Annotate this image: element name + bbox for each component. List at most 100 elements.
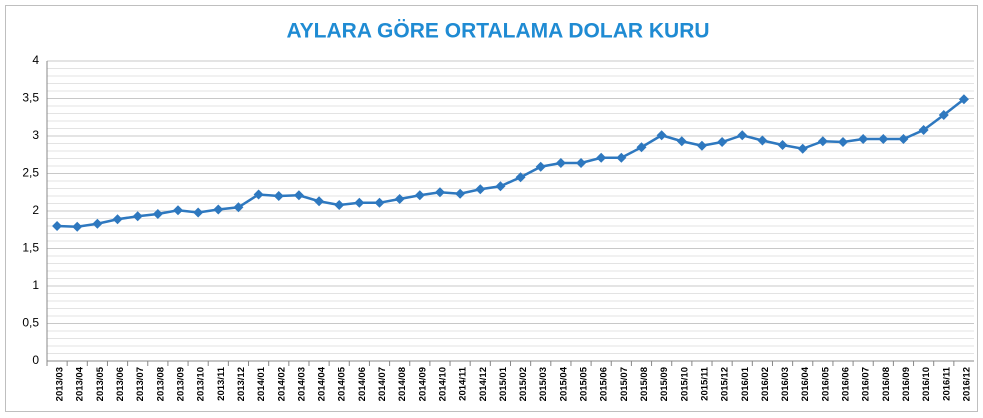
marker xyxy=(314,196,325,207)
marker xyxy=(555,158,566,168)
x-tick-label: 2014/05 xyxy=(337,366,348,401)
x-tick-label: 2014/11 xyxy=(458,366,469,401)
marker xyxy=(838,137,849,147)
x-tick-label: 2015/05 xyxy=(579,366,590,401)
x-tick-label: 2015/06 xyxy=(599,367,610,401)
marker xyxy=(152,209,163,219)
marker xyxy=(455,188,466,199)
x-tick-label: 2015/12 xyxy=(720,367,731,401)
x-tick-label: 2016/01 xyxy=(740,366,751,401)
y-tick-label: 0,5 xyxy=(22,316,39,330)
marker xyxy=(898,134,909,144)
x-tick-label: 2016/05 xyxy=(820,366,831,401)
y-tick-label: 0 xyxy=(32,353,39,367)
marker xyxy=(495,181,506,192)
marker xyxy=(132,211,143,222)
x-tick-label: 2013/03 xyxy=(55,367,66,401)
marker xyxy=(52,221,63,231)
marker xyxy=(354,197,365,208)
y-tick-label: 1 xyxy=(32,278,39,292)
marker xyxy=(293,190,304,201)
marker xyxy=(757,135,768,146)
marker xyxy=(817,136,828,147)
marker xyxy=(334,200,345,210)
x-tick-label: 2014/01 xyxy=(256,366,267,401)
x-tick-label: 2013/05 xyxy=(95,366,106,401)
x-tick-label: 2013/09 xyxy=(176,367,187,401)
x-tick-label: 2015/04 xyxy=(558,366,569,401)
x-tick-label: 2016/11 xyxy=(941,366,952,401)
marker xyxy=(193,207,204,218)
marker xyxy=(374,197,385,208)
x-tick-label: 2016/04 xyxy=(800,366,811,401)
x-tick-label: 2016/09 xyxy=(901,367,912,401)
y-tick-label: 3,5 xyxy=(22,91,39,105)
x-tick-label: 2014/08 xyxy=(397,367,408,401)
marker xyxy=(797,143,808,154)
x-tick-label: 2016/06 xyxy=(841,367,852,401)
x-tick-label: 2016/07 xyxy=(861,367,872,401)
x-tick-label: 2015/01 xyxy=(498,366,509,401)
y-tick-label: 2,5 xyxy=(22,166,39,180)
x-tick-label: 2015/07 xyxy=(619,367,630,401)
marker xyxy=(576,158,587,168)
chart-border xyxy=(5,5,978,412)
chart-title: AYLARA GÖRE ORTALAMA DOLAR KURU xyxy=(286,20,709,43)
x-tick-label: 2014/09 xyxy=(417,367,428,401)
x-tick-label: 2014/12 xyxy=(478,367,489,401)
marker xyxy=(737,130,748,141)
marker xyxy=(92,218,103,229)
marker xyxy=(112,214,123,225)
x-tick-label: 2013/06 xyxy=(115,367,126,401)
marker xyxy=(918,125,929,135)
y-tick-label: 1,5 xyxy=(22,241,39,255)
x-tick-label: 2015/10 xyxy=(679,367,690,401)
marker xyxy=(938,110,949,120)
marker xyxy=(676,136,687,147)
marker xyxy=(434,187,445,198)
x-tick-label: 2014/03 xyxy=(296,367,307,401)
marker xyxy=(858,134,869,144)
marker xyxy=(696,140,707,151)
x-tick-label: 2013/04 xyxy=(75,366,86,401)
y-tick-label: 3 xyxy=(32,128,39,142)
x-tick-label: 2014/07 xyxy=(377,367,388,401)
data-line xyxy=(57,98,965,229)
x-tick-label: 2015/09 xyxy=(659,367,670,401)
x-tick-label: 2016/08 xyxy=(881,367,892,401)
x-tick-label: 2015/11 xyxy=(699,366,710,401)
x-tick-label: 2016/03 xyxy=(780,367,791,401)
marker xyxy=(414,190,425,201)
x-tick-label: 2013/10 xyxy=(196,367,207,401)
marker xyxy=(233,202,244,213)
marker xyxy=(878,134,889,144)
y-tick-label: 2 xyxy=(32,203,39,217)
marker xyxy=(72,221,83,232)
y-tick-label: 4 xyxy=(32,53,39,67)
x-tick-label: 2016/10 xyxy=(921,367,932,401)
marker xyxy=(253,189,264,200)
marker xyxy=(656,130,667,141)
x-tick-label: 2013/07 xyxy=(135,367,146,401)
marker xyxy=(515,172,526,183)
marker xyxy=(717,137,728,147)
x-tick-label: 2015/03 xyxy=(538,367,549,401)
x-tick-label: 2016/02 xyxy=(760,367,771,401)
marker xyxy=(535,161,546,172)
marker xyxy=(213,204,224,215)
marker xyxy=(394,194,405,204)
marker xyxy=(777,140,788,150)
x-tick-label: 2014/06 xyxy=(357,367,368,401)
x-tick-label: 2016/12 xyxy=(961,367,972,401)
marker xyxy=(596,152,607,163)
x-tick-label: 2014/02 xyxy=(276,367,287,401)
marker xyxy=(616,152,627,163)
marker xyxy=(172,205,183,216)
x-tick-label: 2015/08 xyxy=(639,367,650,401)
x-tick-label: 2015/02 xyxy=(518,367,529,401)
marker xyxy=(475,184,486,195)
x-tick-label: 2013/11 xyxy=(216,366,227,401)
marker xyxy=(958,94,969,105)
